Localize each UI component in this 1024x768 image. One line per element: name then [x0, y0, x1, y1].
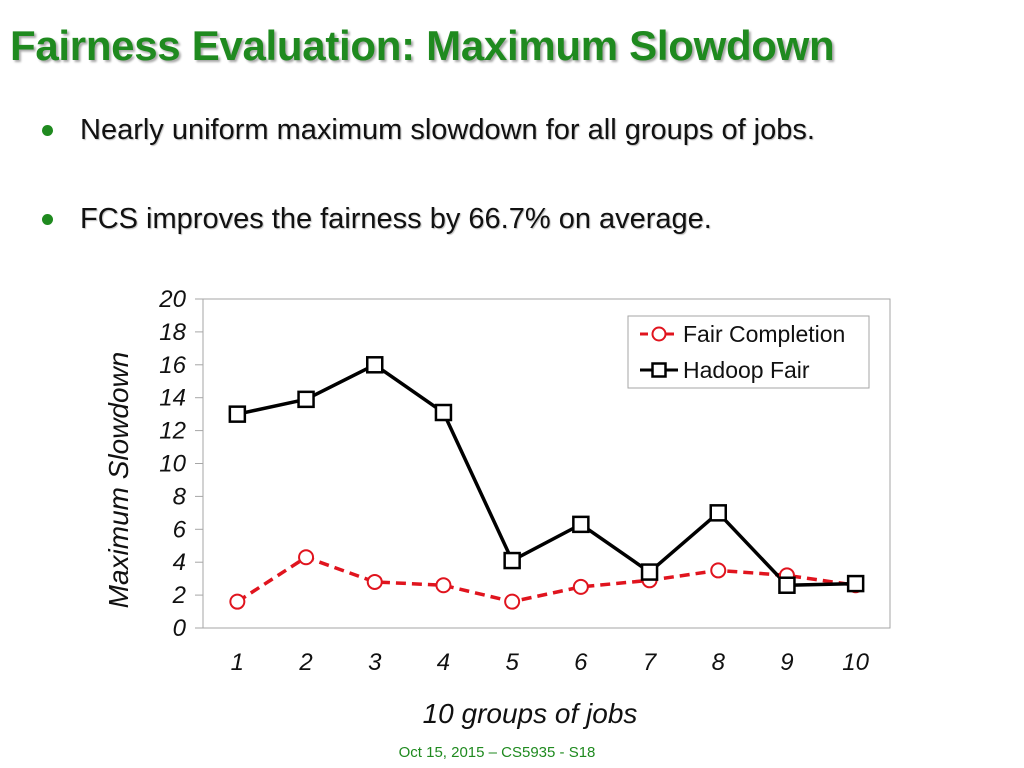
data-point-hadoop-fair: [778, 576, 796, 594]
legend: Fair Completion Hadoop Fair: [627, 315, 870, 389]
data-point-fair-completion: [229, 593, 246, 610]
data-point-hadoop-fair: [228, 405, 247, 423]
data-point-hadoop-fair: [640, 563, 659, 581]
legend-marker-hadoop-fair: [651, 362, 667, 378]
data-point-fair-completion: [435, 577, 452, 594]
y-tick-label: 18: [159, 319, 186, 346]
x-tick-label: 9: [780, 649, 793, 676]
bullet-text: Nearly uniform maximum slowdown for all …: [80, 114, 815, 146]
series-layer: [228, 356, 865, 610]
bullet-text: FCS improves the fairness by 66.7% on av…: [80, 203, 712, 235]
x-tick-label: 3: [368, 649, 382, 676]
bullet-item: Nearly uniform maximum slowdown for all …: [38, 110, 815, 150]
y-tick-label: 0: [173, 615, 187, 642]
data-point-hadoop-fair: [709, 504, 727, 522]
x-axis-title: 10 groups of jobs: [423, 698, 638, 729]
y-tick-label: 20: [158, 286, 186, 313]
slide-title: Fairness Evaluation: Maximum Slowdown: [10, 22, 835, 69]
bullet-dot-icon: [42, 125, 53, 136]
legend-box: [627, 315, 870, 389]
data-point-fair-completion: [366, 573, 383, 590]
data-point-fair-completion: [504, 593, 521, 610]
data-point-hadoop-fair: [846, 574, 865, 593]
data-point-hadoop-fair: [366, 356, 384, 374]
x-tick-label: 7: [643, 649, 658, 676]
data-point-hadoop-fair: [572, 515, 590, 534]
data-point-fair-completion: [572, 578, 589, 595]
data-point-fair-completion: [298, 549, 315, 566]
data-point-fair-completion: [710, 562, 727, 579]
legend-label-hadoop-fair: Hadoop Fair: [683, 357, 810, 383]
data-point-hadoop-fair: [434, 403, 453, 422]
y-tick-label: 14: [159, 385, 186, 412]
y-tick-label: 2: [172, 582, 186, 609]
x-tick-label: 6: [574, 649, 588, 676]
bullet-list: Nearly uniform maximum slowdown for all …: [38, 110, 815, 239]
slide-footer: Oct 15, 2015 – CS5935 - S18: [398, 744, 596, 761]
y-tick-label: 16: [159, 352, 186, 379]
y-axis-title: Maximum Slowdown: [103, 352, 134, 609]
y-tick-label: 10: [159, 451, 186, 478]
x-tick-label: 4: [437, 649, 450, 676]
legend-marker-fair-completion: [651, 326, 667, 342]
data-point-hadoop-fair: [297, 390, 315, 409]
bullet-item: FCS improves the fairness by 66.7% on av…: [38, 199, 815, 239]
x-axis: 1 2 3 4 5 6 7 8 9 10: [231, 649, 870, 676]
y-tick-label: 4: [173, 549, 186, 576]
x-tick-label: 10: [842, 649, 869, 676]
y-tick-label: 6: [173, 516, 187, 543]
x-tick-label: 1: [231, 649, 244, 676]
x-tick-label: 8: [712, 649, 726, 676]
series-line-fair-completion: [236, 555, 856, 604]
y-axis: 0 2 4 6 8 10 12 14 16 18 20: [158, 286, 203, 642]
y-tick-label: 8: [173, 483, 187, 510]
bullet-dot-icon: [42, 214, 53, 225]
data-point-hadoop-fair: [503, 551, 521, 570]
y-tick-label: 12: [159, 418, 186, 445]
series-line-hadoop-fair: [236, 363, 856, 587]
x-tick-label: 5: [505, 649, 519, 676]
legend-label-fair-completion: Fair Completion: [683, 321, 845, 347]
x-tick-label: 2: [298, 649, 312, 676]
